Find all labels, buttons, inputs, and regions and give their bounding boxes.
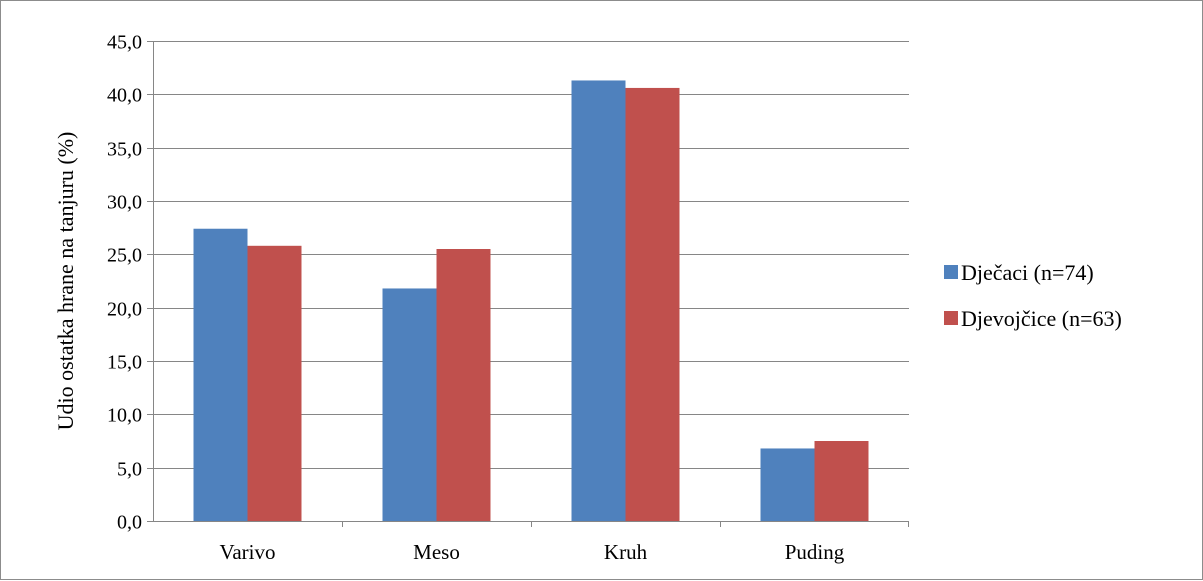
y-tick-label: 40,0: [107, 85, 142, 107]
y-axis-title: Udio ostatka hrane na tanjuru (%): [53, 132, 78, 431]
legend-label: Dječaci (n=74): [961, 260, 1094, 285]
bar-meso-series-1: [382, 288, 437, 521]
y-tick-label: 5,0: [117, 459, 142, 481]
bar-puding-series-2: [814, 441, 869, 521]
bars: [193, 80, 869, 522]
y-tick-label: 30,0: [107, 192, 142, 214]
axes: 0,0 5,0 10,0 15,0 20,0 25,0 30,0 35,0 40,0 45,0 Va…: [107, 32, 909, 564]
y-tick-label: 45,0: [107, 32, 142, 54]
y-tick-label: 10,0: [107, 405, 142, 427]
y-tick-label: 35,0: [107, 139, 142, 161]
x-tick-label: Kruh: [604, 540, 648, 564]
x-tick-label: Varivo: [220, 540, 276, 564]
y-tick-label: 20,0: [107, 299, 142, 321]
bar-varivo-series-1: [193, 228, 248, 521]
bar-kruh-series-2: [625, 87, 680, 521]
y-tick-label: 15,0: [107, 352, 142, 374]
bar-kruh-series-1: [571, 80, 626, 521]
legend-swatch: [944, 311, 958, 325]
legend-swatch: [944, 265, 958, 279]
y-tick-label: 25,0: [107, 245, 142, 267]
bar-puding-series-1: [760, 448, 815, 521]
bar-varivo-series-2: [247, 245, 302, 522]
legend: Dječaci (n=74) Djevojčice (n=63): [944, 260, 1122, 331]
y-tick-label: 0,0: [117, 512, 142, 534]
legend-label: Djevojčice (n=63): [961, 306, 1122, 331]
bar-meso-series-2: [436, 249, 491, 521]
x-tick-label: Meso: [413, 540, 460, 564]
x-tick-label: Puding: [785, 540, 845, 564]
